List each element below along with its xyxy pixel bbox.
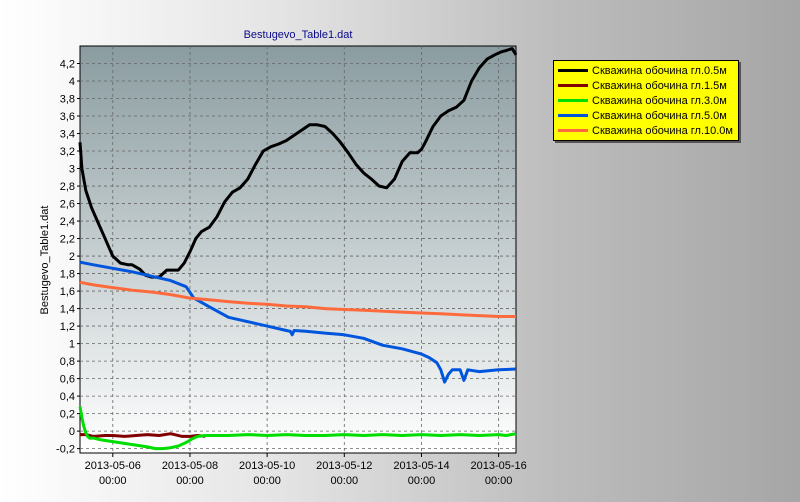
- y-tick-label: 1,8: [60, 269, 75, 281]
- legend-label: Скважина обочина гл.0.5м: [592, 64, 727, 77]
- legend-item: Скважина обочина гл.3.0м: [554, 93, 738, 108]
- legend: Скважина обочина гл.0.5м Скважина обочина…: [553, 60, 739, 141]
- y-tick-label: 2,4: [60, 216, 75, 228]
- series-lines: [78, 47, 518, 451]
- legend-item: Скважина обочина гл.10.0м: [554, 123, 738, 138]
- x-tick-label: 2013-05-06 00:00: [85, 460, 141, 487]
- x-tick-label: 2013-05-12 00:00: [316, 460, 372, 487]
- legend-item: Скважина обочина гл.5.0м: [554, 108, 738, 123]
- y-tick-label: 3,4: [60, 129, 75, 141]
- legend-label: Скважина обочина гл.3.0м: [592, 94, 727, 107]
- y-tick-label: 0,8: [60, 356, 75, 368]
- y-tick-label: 4: [69, 76, 75, 88]
- series-line-1: [80, 432, 206, 438]
- legend-label: Скважина обочина гл.1.5м: [592, 79, 727, 92]
- legend-label: Скважина обочина гл.10.0м: [592, 124, 733, 137]
- legend-item: Скважина обочина гл.0.5м: [554, 63, 738, 78]
- legend-label: Скважина обочина гл.5.0м: [592, 109, 727, 122]
- y-tick-label: 2,8: [60, 181, 75, 193]
- x-tick-label: 2013-05-08 00:00: [162, 460, 218, 487]
- y-tick-label: 4,2: [60, 59, 75, 71]
- x-axis-ticks: 2013-05-06 00:00 2013-05-08 00:00 2013-05-10…: [85, 453, 527, 487]
- series-line-3: [79, 260, 517, 384]
- legend-swatch: [558, 114, 588, 117]
- legend-item: Скважина обочина гл.1.5м: [554, 78, 738, 93]
- y-tick-label: 2: [69, 251, 75, 263]
- plot-area: [79, 45, 517, 454]
- y-axis-ticks: -0,2 0 0,2 0,4 0,6 0,8 1 1,2 1,4 1,6 1,8 2 2,2 2,4 2,6…: [56, 59, 80, 456]
- grid-lines: [80, 46, 516, 453]
- x-tick-label: 2013-05-10 00:00: [239, 460, 295, 487]
- y-tick-label: 2,2: [60, 234, 75, 246]
- y-tick-label: 0,6: [60, 374, 75, 386]
- y-tick-label: 3,8: [60, 94, 75, 106]
- y-tick-label: 2,6: [60, 199, 75, 211]
- y-tick-label: 0,4: [60, 391, 75, 403]
- y-tick-label: 1: [69, 339, 75, 351]
- y-tick-label: 1,4: [60, 304, 75, 316]
- series-line-2: [78, 406, 517, 451]
- y-tick-label: 1,6: [60, 286, 75, 298]
- y-tick-label: 0: [69, 426, 75, 438]
- series-line-0: [78, 47, 518, 279]
- y-tick-label: 3,6: [60, 111, 75, 123]
- legend-swatch: [558, 99, 588, 102]
- series-line-4: [79, 280, 516, 318]
- y-axis-label: Bestugevo_Table1.dat: [39, 206, 51, 315]
- legend-swatch: [558, 69, 588, 72]
- y-tick-label: 1,2: [60, 321, 75, 333]
- x-tick-label: 2013-05-16 00:00: [470, 460, 526, 487]
- y-tick-label: 3,2: [60, 146, 75, 158]
- y-tick-label: -0,2: [56, 444, 75, 456]
- x-tick-label: 2013-05-14 00:00: [393, 460, 449, 487]
- y-tick-label: 3: [69, 164, 75, 176]
- legend-swatch: [558, 129, 588, 132]
- chart-title: Bestugevo_Table1.dat: [244, 29, 353, 41]
- y-tick-label: 0,2: [60, 409, 75, 421]
- legend-swatch: [558, 84, 588, 87]
